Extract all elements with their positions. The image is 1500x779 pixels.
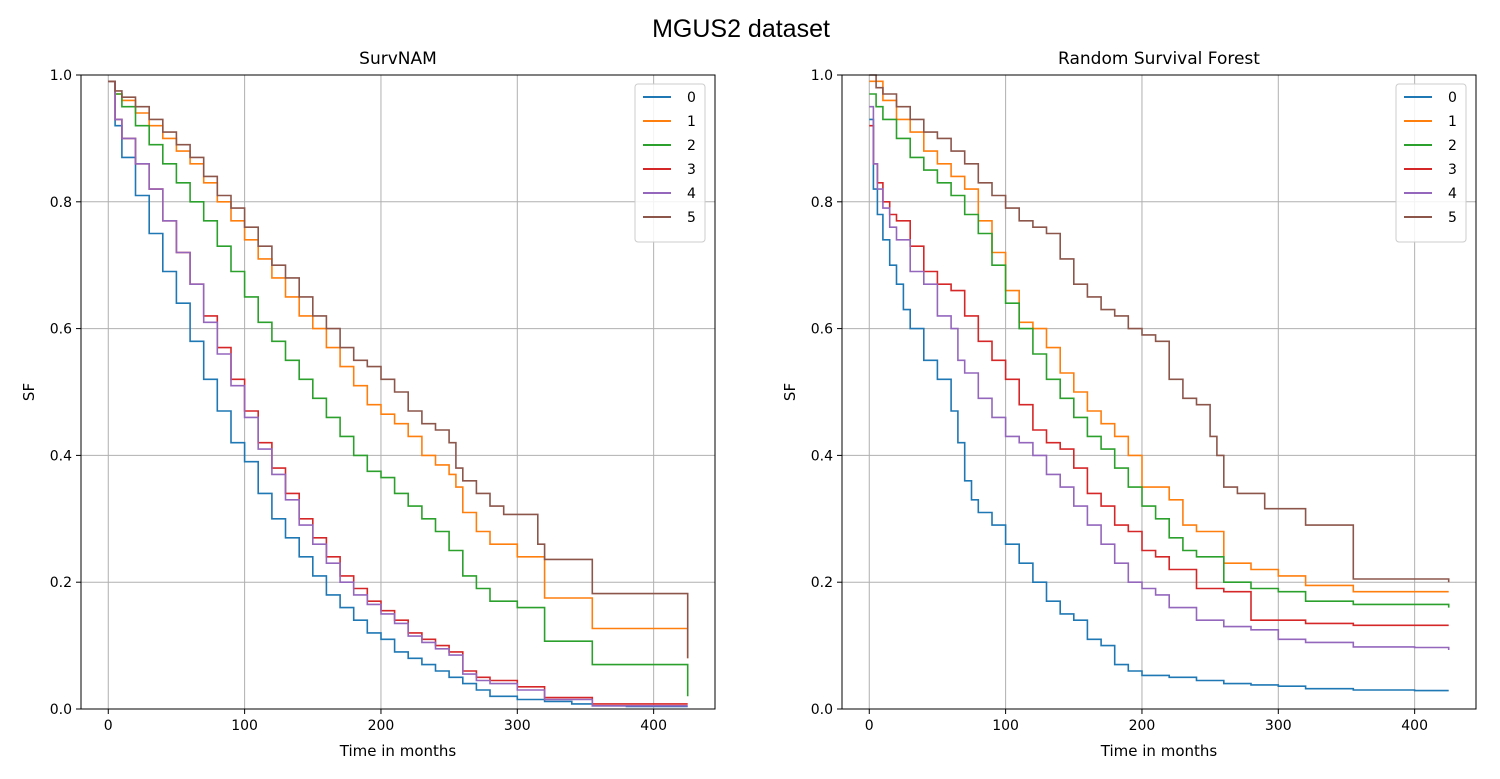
rsf-ytick-label: 0.2 <box>811 575 833 591</box>
survnam-legend-label-0: 0 <box>687 90 696 106</box>
figure-title: MGUS2 dataset <box>652 15 830 43</box>
rsf-xtick-label: 0 <box>865 718 874 734</box>
survnam-ytick-label: 1.0 <box>50 68 72 84</box>
rsf-legend-label-3: 3 <box>1448 162 1457 178</box>
rsf-legend-label-5: 5 <box>1448 210 1457 226</box>
rsf-axes-frame <box>841 74 1477 710</box>
survnam-legend-label-5: 5 <box>687 210 696 226</box>
rsf-series-2-line <box>869 93 1450 608</box>
rsf-series-1-line <box>869 80 1449 593</box>
rsf-legend: 0 1 2 3 4 5 <box>1395 83 1467 243</box>
survnam-ytick-label: 0.4 <box>50 448 72 464</box>
rsf-ytick-label: 0.0 <box>811 702 833 718</box>
survnam-legend-label-1: 1 <box>687 114 696 130</box>
survnam-series-5-line <box>108 80 689 659</box>
survnam-ticks: 0 100 200 300 400 0.0 0.2 0.4 0.6 0.8 1.0 <box>50 68 667 734</box>
rsf-ytick-label: 0.6 <box>811 322 833 338</box>
rsf-legend-label-0: 0 <box>1448 90 1457 106</box>
survnam-ylabel: SF <box>20 383 38 401</box>
survnam-series <box>108 80 689 708</box>
survnam-xtick-label: 0 <box>104 718 113 734</box>
rsf-legend-label-2: 2 <box>1448 138 1457 154</box>
survnam-ytick-label: 0.0 <box>50 702 72 718</box>
rsf-series-5-line <box>869 74 1450 583</box>
survnam-axes-frame <box>80 74 716 710</box>
survnam-legend-label-4: 4 <box>687 186 696 202</box>
rsf-xtick-label: 100 <box>992 718 1019 734</box>
rsf-series-0-line <box>869 118 1449 692</box>
rsf-ytick-label: 0.8 <box>811 195 833 211</box>
rsf-xtick-label: 300 <box>1265 718 1292 734</box>
survnam-legend-label-2: 2 <box>687 138 696 154</box>
rsf-series-3-line <box>869 124 1449 627</box>
rsf-ytick-label: 0.4 <box>811 448 833 464</box>
survnam-ytick-label: 0.2 <box>50 575 72 591</box>
survnam-ytick-label: 0.6 <box>50 322 72 338</box>
survnam-xtick-label: 200 <box>368 718 395 734</box>
survnam-xtick-label: 100 <box>231 718 258 734</box>
survnam-series-2-line <box>108 80 689 697</box>
survnam-legend-box <box>634 83 706 243</box>
rsf-xtick-label: 400 <box>1401 718 1428 734</box>
rsf-legend-label-4: 4 <box>1448 186 1457 202</box>
rsf-xlabel: Time in months <box>1100 742 1218 760</box>
rsf-xtick-label: 200 <box>1129 718 1156 734</box>
rsf-legend-label-1: 1 <box>1448 114 1457 130</box>
survnam-legend-label-3: 3 <box>687 162 696 178</box>
survnam-xtick-label: 300 <box>504 718 531 734</box>
survnam-xlabel: Time in months <box>339 742 457 760</box>
rsf-legend-box <box>1395 83 1467 243</box>
survnam-legend: 0 1 2 3 4 5 <box>634 83 706 243</box>
survnam-series-4-line <box>108 80 688 707</box>
rsf-ylabel: SF <box>781 383 799 401</box>
survnam-xtick-label: 400 <box>640 718 667 734</box>
rsf-series-4-line <box>869 105 1450 650</box>
rsf-chart: 0 100 200 300 400 0.0 0.2 0.4 0.6 0.8 1.0 Random S… <box>781 49 1477 760</box>
rsf-series <box>869 74 1450 692</box>
rsf-ytick-label: 1.0 <box>811 68 833 84</box>
rsf-title: Random Survival Forest <box>1058 49 1260 69</box>
rsf-ticks: 0 100 200 300 400 0.0 0.2 0.4 0.6 0.8 1.0 <box>811 68 1428 734</box>
survnam-series-1-line <box>108 80 689 659</box>
survnam-title: SurvNAM <box>359 49 437 69</box>
survnam-ytick-label: 0.8 <box>50 195 72 211</box>
survnam-series-0-line <box>108 80 688 708</box>
